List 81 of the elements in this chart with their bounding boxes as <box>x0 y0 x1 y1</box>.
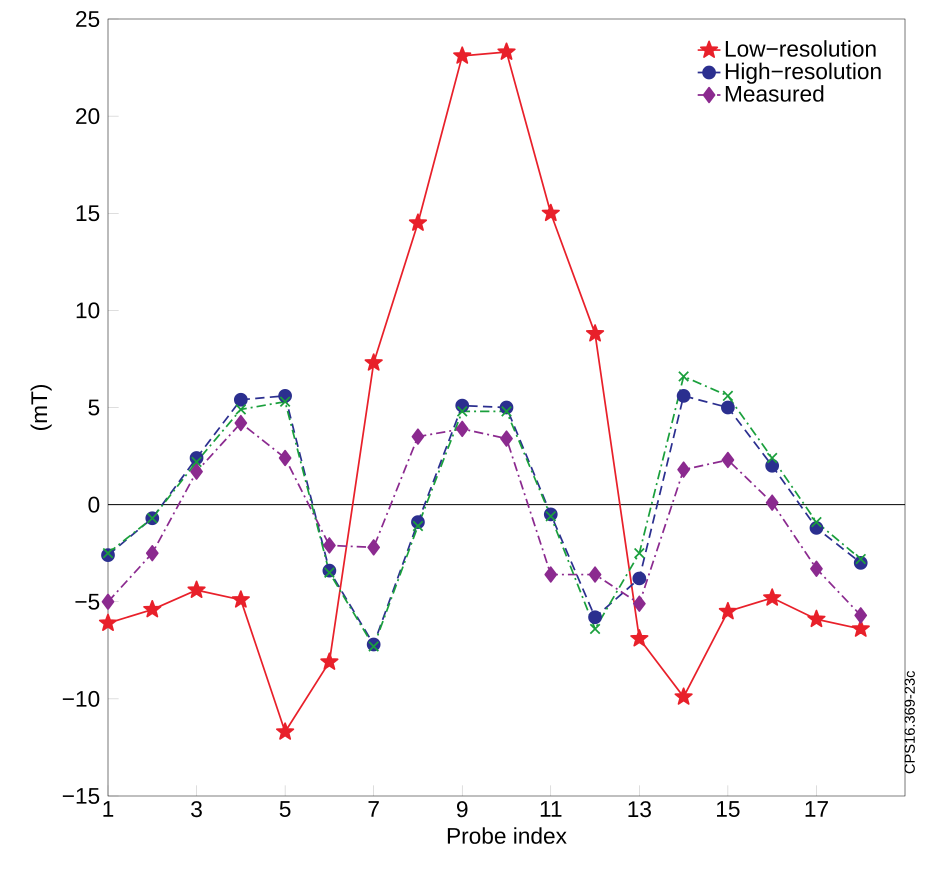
point <box>190 456 202 468</box>
y-tick-label: 5 <box>88 400 100 416</box>
point <box>855 553 866 565</box>
point <box>102 548 114 559</box>
point <box>367 539 380 556</box>
point <box>500 430 513 447</box>
point <box>234 414 248 432</box>
y-tick-label: −10 <box>62 690 100 707</box>
point <box>586 324 604 342</box>
point <box>807 610 826 628</box>
point <box>678 370 690 382</box>
legend-label: High−resolution <box>726 62 881 84</box>
x-tick-label: 5 <box>280 801 290 817</box>
point <box>368 640 380 652</box>
point <box>854 607 868 624</box>
point <box>589 623 601 635</box>
y-tick-label: 25 <box>76 10 100 28</box>
point <box>677 461 690 478</box>
annotation: CPS16.369-23c <box>904 670 915 774</box>
x-tick-label: 3 <box>191 801 202 818</box>
point <box>235 404 246 416</box>
point <box>412 428 424 445</box>
point <box>234 392 248 407</box>
point <box>542 204 560 222</box>
point <box>674 687 693 705</box>
y-tick-label: 15 <box>76 205 100 222</box>
point <box>500 406 512 417</box>
point <box>766 494 779 511</box>
point <box>187 580 206 598</box>
point <box>545 510 556 522</box>
x-tick-label: 1 <box>103 801 114 817</box>
x-tick-label: 13 <box>628 801 651 818</box>
y-tick-label: −15 <box>62 788 100 804</box>
x-axis-title: Probe index <box>448 827 567 844</box>
x-tick-label: 9 <box>456 801 468 818</box>
point <box>102 594 114 610</box>
point <box>721 400 735 414</box>
point <box>456 406 468 417</box>
point <box>190 463 203 480</box>
point <box>676 388 690 403</box>
point <box>324 567 335 578</box>
point <box>722 452 734 468</box>
point <box>412 520 424 532</box>
point <box>632 595 646 612</box>
point <box>766 452 778 464</box>
legend-label: Measured <box>726 85 824 102</box>
point <box>630 629 648 647</box>
point <box>280 396 291 408</box>
y-tick-label: 0 <box>88 496 100 513</box>
point <box>544 566 558 583</box>
point <box>278 450 292 466</box>
x-tick-label: 11 <box>540 801 562 817</box>
x-tick-label: 15 <box>717 801 740 817</box>
point <box>232 590 250 608</box>
point <box>453 46 472 64</box>
point <box>143 600 162 618</box>
y-axis-title: (mT) <box>30 384 52 430</box>
y-tick-label: 10 <box>76 302 100 318</box>
x-tick-label: 17 <box>806 801 828 817</box>
point <box>810 516 822 528</box>
point <box>718 602 738 620</box>
point <box>588 566 602 583</box>
point <box>364 353 383 371</box>
point <box>456 420 469 438</box>
point <box>276 722 294 740</box>
point <box>320 652 339 670</box>
y-tick-label: −5 <box>75 594 100 610</box>
point <box>763 588 782 606</box>
legend-label: Low−resolution <box>726 40 876 57</box>
point <box>632 572 646 586</box>
point <box>810 560 823 577</box>
point <box>98 614 118 631</box>
point <box>497 42 516 60</box>
point <box>588 610 602 624</box>
point <box>722 390 734 402</box>
point <box>146 544 159 562</box>
point <box>323 537 336 554</box>
x-tick-label: 7 <box>368 801 379 817</box>
point <box>634 548 645 559</box>
point <box>408 213 428 231</box>
y-tick-label: 20 <box>76 108 100 124</box>
